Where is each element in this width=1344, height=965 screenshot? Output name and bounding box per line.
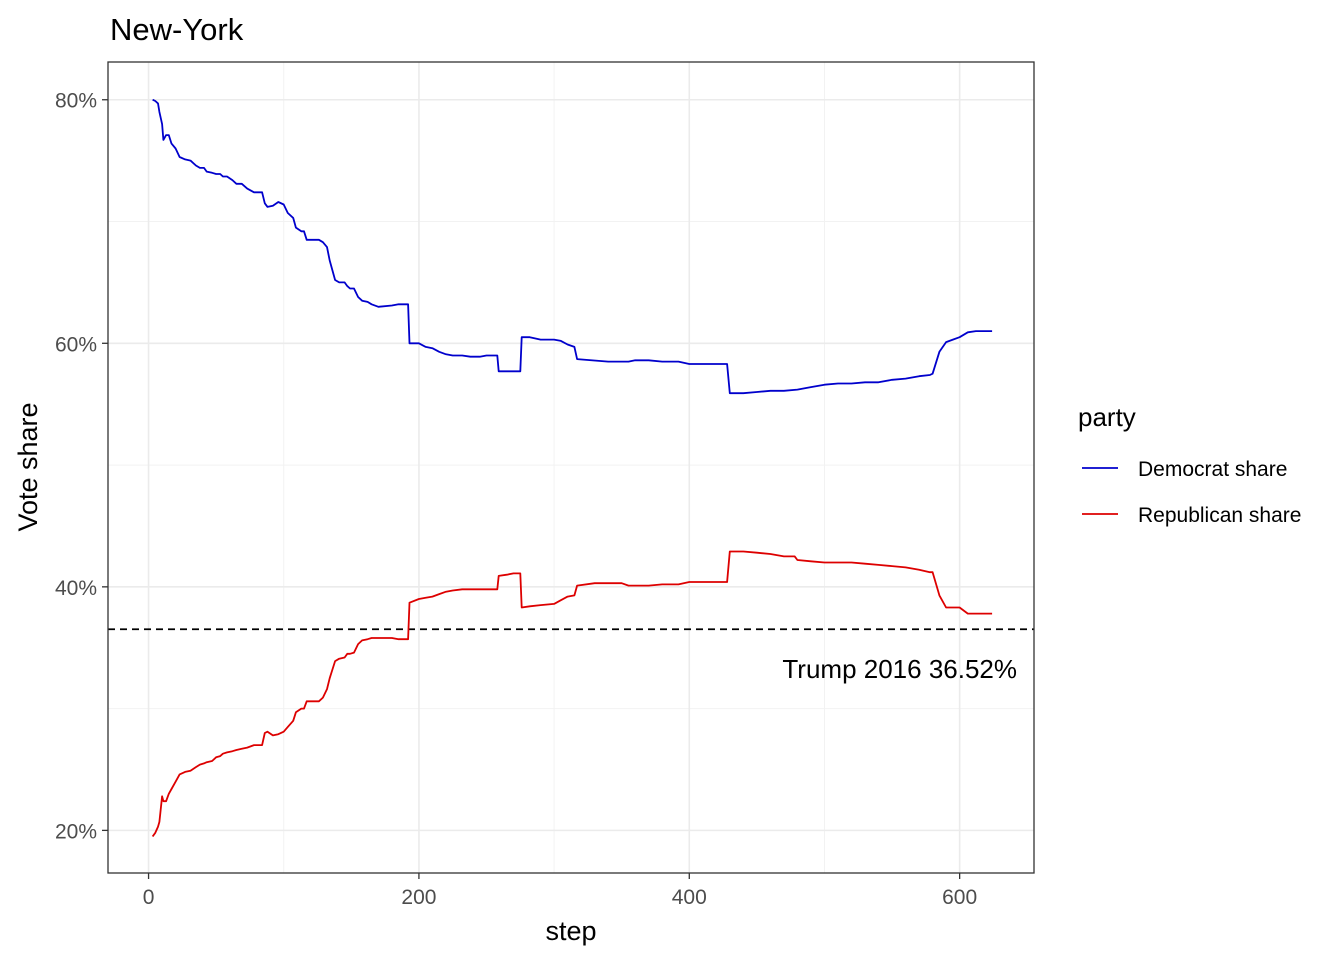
series-lines [151, 98, 993, 838]
grid-lines [108, 62, 1034, 873]
x-axis-tick-label: 400 [672, 886, 707, 909]
legend-items: Democrat share Republican share [1082, 458, 1301, 527]
x-axis-tick-label: 200 [401, 886, 436, 909]
y-axis-tick-label: 20% [55, 820, 97, 843]
reference-line-label: Trump 2016 36.52% [782, 654, 1017, 684]
chart-title: New-York [110, 12, 244, 47]
legend: party Democrat share Republican share [1078, 402, 1301, 527]
x-axis-title: step [545, 916, 596, 946]
legend-label: Republican share [1138, 504, 1301, 527]
series-line-democrat-share [152, 98, 993, 395]
series-line-republican-share [151, 550, 993, 838]
y-axis-tick-label: 60% [55, 333, 97, 356]
legend-title: party [1078, 402, 1136, 432]
y-axis: 20% 40% 60% 80% [55, 90, 108, 843]
y-axis-title: Vote share [13, 402, 43, 531]
y-axis-tick-label: 80% [55, 90, 97, 113]
x-axis-tick-label: 600 [942, 886, 977, 909]
y-axis-tick-label: 40% [55, 577, 97, 600]
x-axis-tick-label: 0 [143, 886, 155, 909]
legend-label: Democrat share [1138, 458, 1287, 481]
reference-line-group: Trump 2016 36.52% [108, 628, 1034, 684]
plot-panel-border [107, 61, 1035, 874]
x-axis: 0 200 400 600 [143, 873, 977, 909]
